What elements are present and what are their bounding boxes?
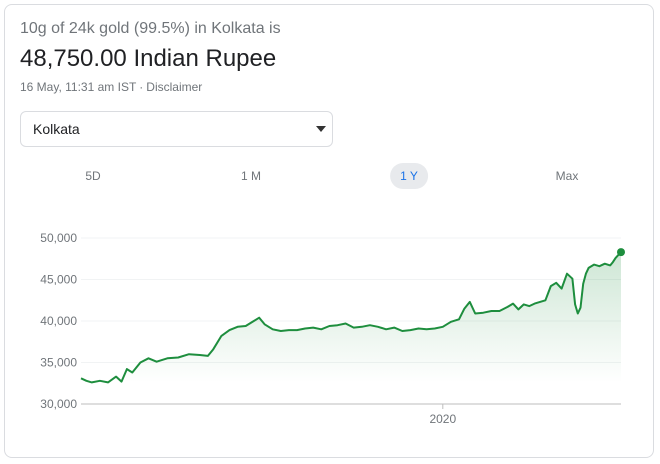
timestamp: 16 May, 11:31 am IST bbox=[20, 80, 137, 94]
tab-1y[interactable]: 1 Y bbox=[390, 163, 428, 189]
location-select[interactable]: Kolkata bbox=[20, 111, 333, 147]
x-tick-label: 2020 bbox=[429, 412, 456, 426]
location-select-value: Kolkata bbox=[33, 121, 80, 137]
y-tick-label: 45,000 bbox=[40, 273, 77, 287]
tab-1m[interactable]: 1 M bbox=[240, 169, 262, 183]
y-tick-label: 50,000 bbox=[40, 231, 77, 245]
y-tick-label: 40,000 bbox=[40, 314, 77, 328]
latest-price-dot bbox=[617, 248, 625, 257]
card-subtitle: 10g of 24k gold (99.5%) in Kolkata is bbox=[20, 20, 281, 37]
y-tick-label: 30,000 bbox=[40, 397, 77, 411]
price-chart[interactable]: 50,000 45,000 40,000 35,000 30,000 2020 bbox=[5, 217, 655, 432]
disclaimer-link[interactable]: Disclaimer bbox=[146, 80, 203, 94]
gold-price-card: 10g of 24k gold (99.5%) in Kolkata is 48… bbox=[4, 4, 654, 458]
y-tick-label: 35,000 bbox=[40, 356, 77, 370]
price-line bbox=[80, 251, 622, 384]
tab-5d[interactable]: 5D bbox=[85, 169, 101, 183]
range-tabs: 5D 1 M 1 Y Max bbox=[5, 163, 655, 191]
meta-separator: · bbox=[139, 80, 144, 94]
current-price: 48,750.00 Indian Rupee bbox=[20, 45, 277, 72]
price-meta: 16 May, 11:31 am IST · Disclaimer bbox=[20, 80, 202, 94]
tab-max[interactable]: Max bbox=[555, 169, 579, 183]
dropdown-caret-icon bbox=[316, 126, 326, 132]
price-area-fill bbox=[81, 252, 621, 383]
